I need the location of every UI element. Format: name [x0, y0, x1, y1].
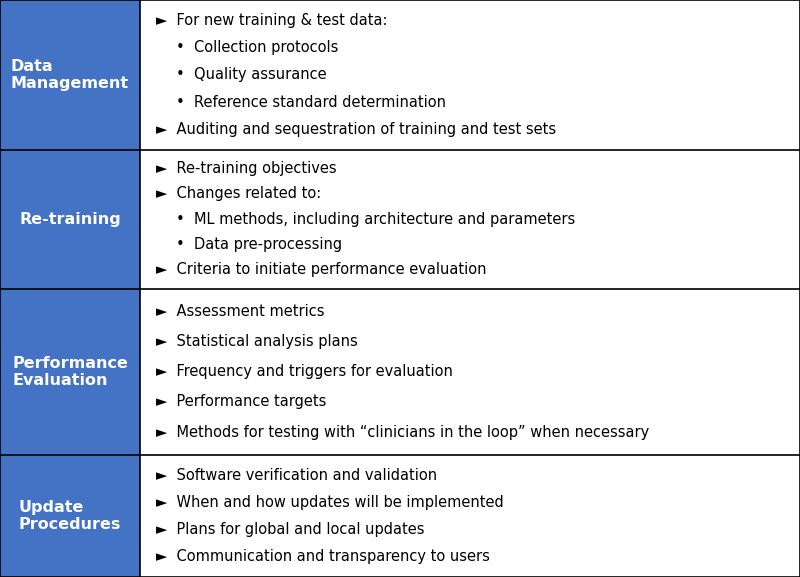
Text: Update
Procedures: Update Procedures	[19, 500, 121, 532]
Bar	[0, 150, 140, 288]
Text: ►  Re-training objectives: ► Re-training objectives	[156, 161, 337, 176]
Text: ►  For new training & test data:: ► For new training & test data:	[156, 13, 387, 28]
Text: ►  When and how updates will be implemented: ► When and how updates will be implement…	[156, 495, 504, 510]
Text: ►  Assessment metrics: ► Assessment metrics	[156, 304, 325, 319]
Text: ►  Plans for global and local updates: ► Plans for global and local updates	[156, 522, 425, 537]
Bar	[140, 0, 800, 150]
Text: •  Reference standard determination: • Reference standard determination	[176, 95, 446, 110]
Text: ►  Software verification and validation: ► Software verification and validation	[156, 468, 437, 483]
Text: Data
Management: Data Management	[11, 59, 129, 91]
Text: •  Quality assurance: • Quality assurance	[176, 68, 326, 83]
Text: ►  Auditing and sequestration of training and test sets: ► Auditing and sequestration of training…	[156, 122, 556, 137]
Text: •  Collection protocols: • Collection protocols	[176, 40, 338, 55]
Bar	[0, 288, 140, 455]
Text: ►  Frequency and triggers for evaluation: ► Frequency and triggers for evaluation	[156, 364, 453, 379]
Text: •  Data pre-processing: • Data pre-processing	[176, 237, 342, 252]
Text: ►  Statistical analysis plans: ► Statistical analysis plans	[156, 334, 358, 349]
Text: Performance
Evaluation: Performance Evaluation	[12, 355, 128, 388]
Bar	[140, 288, 800, 455]
Bar	[0, 0, 140, 150]
Text: ►  Methods for testing with “clinicians in the loop” when necessary: ► Methods for testing with “clinicians i…	[156, 425, 650, 440]
Text: ►  Changes related to:: ► Changes related to:	[156, 186, 322, 201]
Bar	[140, 150, 800, 288]
Text: ►  Performance targets: ► Performance targets	[156, 395, 326, 410]
Bar	[140, 455, 800, 577]
Text: Re-training: Re-training	[19, 212, 121, 227]
Text: ►  Criteria to initiate performance evaluation: ► Criteria to initiate performance evalu…	[156, 262, 486, 277]
Text: ►  Communication and transparency to users: ► Communication and transparency to user…	[156, 549, 490, 564]
Bar	[0, 455, 140, 577]
Text: •  ML methods, including architecture and parameters: • ML methods, including architecture and…	[176, 212, 575, 227]
